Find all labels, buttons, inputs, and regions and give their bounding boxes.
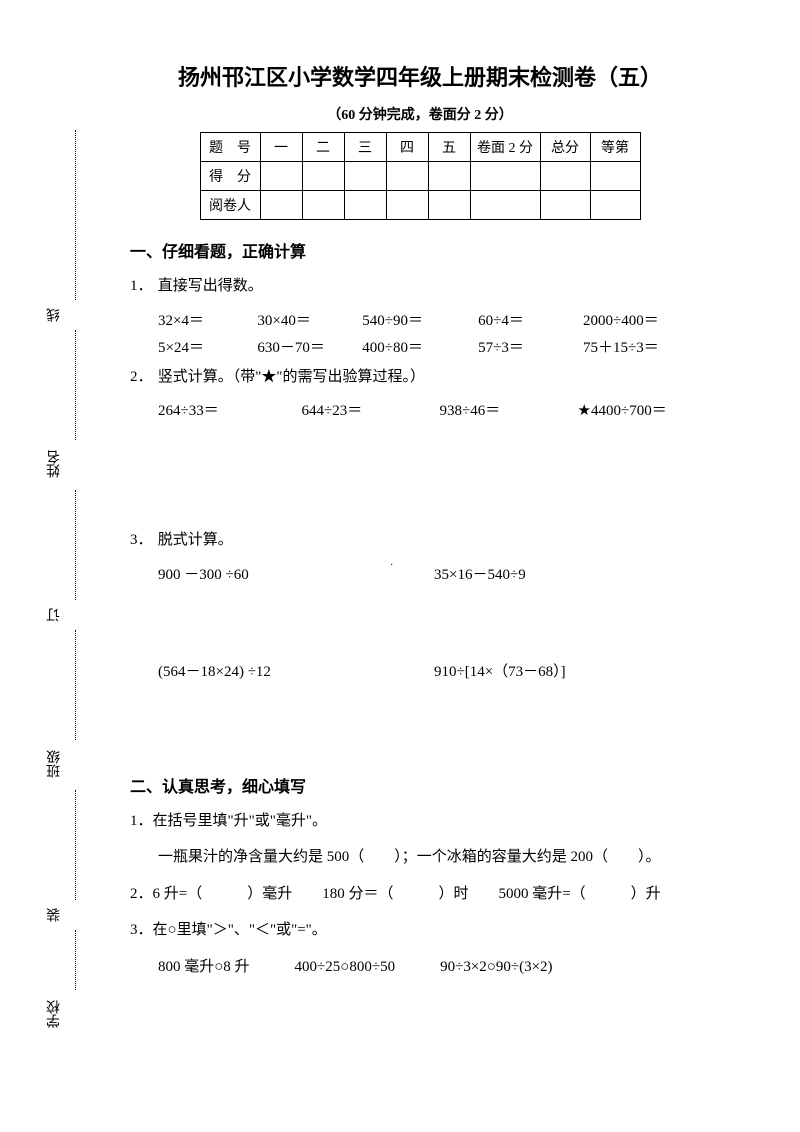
dot-mark: · — [390, 560, 393, 571]
score-header: 等第 — [590, 133, 640, 162]
expr: 540÷90＝ — [362, 309, 478, 330]
expr: 75＋15÷3＝ — [583, 336, 710, 357]
q-label: 竖式计算。（带"★"的需写出验算过程。） — [158, 369, 425, 385]
score-header: 卷面 2 分 — [470, 133, 540, 162]
expr: (564－18×24) ÷12 — [158, 660, 434, 681]
score-cell[interactable] — [302, 162, 344, 191]
score-header: 一 — [260, 133, 302, 162]
binding-school-label[interactable]: 学校 — [45, 1000, 65, 1028]
q-number: 3． — [130, 526, 154, 555]
expr: 938÷46＝ — [440, 399, 578, 420]
expr: 30×40＝ — [257, 309, 362, 330]
section-2-heading: 二、认真思考，细心填写 — [130, 773, 710, 797]
binding-dotted — [75, 130, 76, 300]
score-row-label: 得 分 — [200, 162, 260, 191]
section-1-heading: 一、仔细看题，正确计算 — [130, 238, 710, 262]
score-header: 三 — [344, 133, 386, 162]
table-row: 题 号 一 二 三 四 五 卷面 2 分 总分 等第 — [200, 133, 640, 162]
q-line: 800 毫升○8 升 400÷25○800÷50 90÷3×2○90÷(3×2) — [130, 953, 710, 982]
score-cell[interactable] — [386, 191, 428, 220]
q-label: 在○里填"＞"、"＜"或"="。 — [153, 922, 327, 938]
binding-dotted — [75, 790, 76, 900]
binding-dotted — [75, 930, 76, 990]
binding-dotted — [75, 630, 76, 740]
question-2-2: 2．6 升=（ ）毫升 180 分＝（ ）时 5000 毫升=（ ）升 — [130, 880, 710, 909]
expr: 910÷[14×（73－68）] — [434, 660, 710, 681]
score-header: 题 号 — [200, 133, 260, 162]
q-label: 脱式计算。 — [158, 532, 233, 548]
score-cell[interactable] — [540, 162, 590, 191]
work-space — [130, 426, 710, 526]
q-number: 3． — [130, 922, 153, 938]
page-title: 扬州邗江区小学数学四年级上册期末检测卷（五） — [130, 60, 710, 92]
q-number: 1． — [130, 272, 154, 301]
binding-xian: 线 — [45, 308, 65, 322]
page-subtitle: （60 分钟完成，卷面分 2 分） — [130, 104, 710, 124]
question-2-3: 3．在○里填"＞"、"＜"或"="。 — [130, 916, 710, 945]
score-table: 题 号 一 二 三 四 五 卷面 2 分 总分 等第 得 分 阅卷人 — [200, 132, 641, 220]
expr: 60÷4＝ — [478, 309, 583, 330]
question-1-1: 1． 直接写出得数。 — [130, 272, 710, 301]
expr: 630－70＝ — [257, 336, 362, 357]
score-header: 二 — [302, 133, 344, 162]
work-space — [130, 687, 710, 757]
score-cell[interactable] — [260, 191, 302, 220]
score-cell[interactable] — [590, 191, 640, 220]
score-header: 四 — [386, 133, 428, 162]
q-label: 直接写出得数。 — [158, 278, 263, 294]
expr-row: 32×4＝ 30×40＝ 540÷90＝ 60÷4＝ 2000÷400＝ — [130, 309, 710, 330]
table-row: 阅卷人 — [200, 191, 640, 220]
score-cell[interactable] — [260, 162, 302, 191]
q-label: 在括号里填"升"或"毫升"。 — [153, 813, 328, 829]
binding-class-label[interactable]: 班级 — [45, 750, 65, 778]
binding-edge: 学校 装 班级 订 姓名 线 — [45, 70, 95, 1060]
score-cell[interactable] — [386, 162, 428, 191]
expr-row: 900 －300 ÷60 35×16－540÷9 — [130, 563, 710, 584]
q-number: 2． — [130, 886, 153, 902]
q-line: 6 升=（ ）毫升 180 分＝（ ）时 5000 毫升=（ ）升 — [153, 886, 661, 902]
score-header: 总分 — [540, 133, 590, 162]
expr-row: 5×24＝ 630－70＝ 400÷80＝ 57÷3＝ 75＋15÷3＝ — [130, 336, 710, 357]
question-1-3: 3． 脱式计算。 — [130, 526, 710, 555]
question-1-2: 2． 竖式计算。（带"★"的需写出验算过程。） — [130, 363, 710, 392]
score-cell[interactable] — [344, 191, 386, 220]
expr: 644÷23＝ — [302, 399, 440, 420]
score-cell[interactable] — [428, 191, 470, 220]
q-number: 2． — [130, 363, 154, 392]
score-cell[interactable] — [344, 162, 386, 191]
score-header: 五 — [428, 133, 470, 162]
q-line: 一瓶果汁的净含量大约是 500（ ）；一个冰箱的容量大约是 200（ ）。 — [130, 843, 710, 872]
expr-row: 264÷33＝ 644÷23＝ 938÷46＝ ★4400÷700＝ — [130, 399, 710, 420]
score-cell[interactable] — [590, 162, 640, 191]
question-2-1: 1．在括号里填"升"或"毫升"。 — [130, 807, 710, 836]
score-cell[interactable] — [470, 191, 540, 220]
expr: 400÷80＝ — [362, 336, 478, 357]
binding-zhuang: 装 — [45, 908, 65, 922]
expr: 5×24＝ — [158, 336, 257, 357]
expr: 35×16－540÷9 — [434, 563, 710, 584]
score-cell[interactable] — [302, 191, 344, 220]
table-row: 得 分 — [200, 162, 640, 191]
expr: 264÷33＝ — [158, 399, 302, 420]
score-cell[interactable] — [540, 191, 590, 220]
expr: 2000÷400＝ — [583, 309, 710, 330]
binding-dotted — [75, 490, 76, 600]
score-row-label: 阅卷人 — [200, 191, 260, 220]
work-space — [130, 590, 710, 660]
score-cell[interactable] — [428, 162, 470, 191]
expr-row: (564－18×24) ÷12 910÷[14×（73－68）] — [130, 660, 710, 681]
q-number: 1． — [130, 813, 153, 829]
score-cell[interactable] — [470, 162, 540, 191]
binding-ding: 订 — [45, 608, 65, 622]
expr: 57÷3＝ — [478, 336, 583, 357]
binding-dotted — [75, 330, 76, 440]
expr: ★4400÷700＝ — [578, 399, 710, 420]
expr: 32×4＝ — [158, 309, 257, 330]
binding-name-label[interactable]: 姓名 — [45, 450, 65, 478]
